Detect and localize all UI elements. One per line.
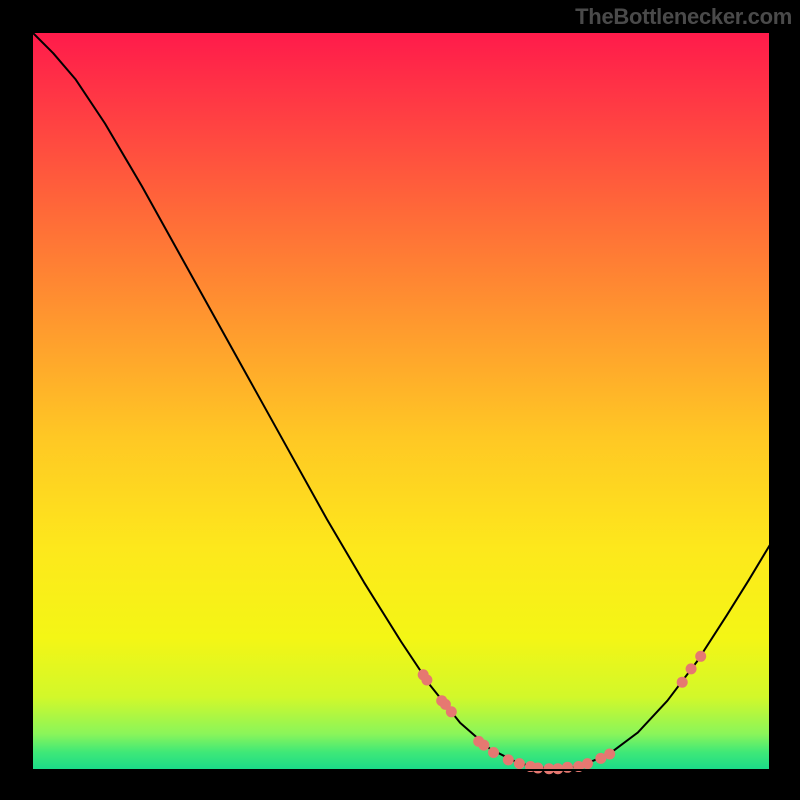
data-marker <box>488 747 499 758</box>
data-marker <box>604 748 615 759</box>
data-marker <box>514 758 525 769</box>
data-marker <box>552 763 563 774</box>
data-marker <box>686 663 697 674</box>
data-marker <box>478 740 489 751</box>
data-marker <box>695 651 706 662</box>
data-marker <box>582 758 593 769</box>
data-marker <box>421 674 432 685</box>
curve-line <box>31 31 771 769</box>
data-marker <box>677 677 688 688</box>
data-marker <box>446 706 457 717</box>
data-marker <box>562 762 573 773</box>
plot-svg <box>31 31 771 771</box>
chart-container: TheBottlenecker.com <box>0 0 800 800</box>
watermark-text: TheBottlenecker.com <box>575 4 792 30</box>
plot-frame <box>31 31 771 771</box>
data-marker <box>532 763 543 774</box>
data-marker <box>503 754 514 765</box>
